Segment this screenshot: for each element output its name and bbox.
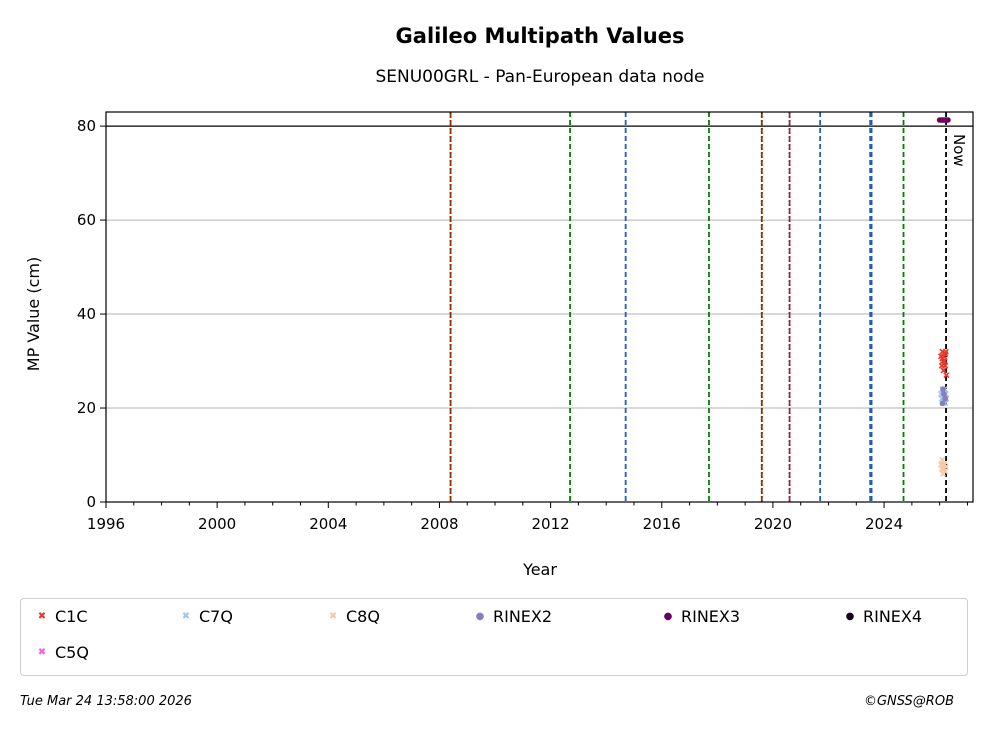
legend: ✖ C1C ✖ C7Q ✖ C8Q ● RINEX2 ● RINEX3 ● RINEX4 ✖ C5Q <box>20 598 968 676</box>
axes-frame <box>105 111 974 503</box>
x-tick-label: 2012 <box>532 515 570 533</box>
y-tick-label: 60 <box>77 211 96 229</box>
data-point-c8q <box>942 463 949 470</box>
x-tick-label: 2016 <box>643 515 681 533</box>
legend-item-c8q: ✖ C8Q <box>326 607 380 626</box>
y-tick-label: 20 <box>77 399 96 417</box>
legend-marker-icon: ● <box>663 610 673 622</box>
y-tick-label: 40 <box>77 305 96 323</box>
legend-label: C7Q <box>199 607 233 626</box>
data-point-c1c <box>940 367 947 374</box>
legend-marker-icon: ● <box>845 610 855 622</box>
legend-marker-icon: ● <box>475 610 485 622</box>
legend-marker-icon: ✖ <box>37 610 47 622</box>
x-tick-label: 2020 <box>754 515 792 533</box>
data-point-rinex2 <box>939 400 946 407</box>
legend-marker-icon: ✖ <box>181 610 191 622</box>
data-point-rinex2 <box>940 386 946 393</box>
x-tick-label: 1996 <box>87 515 125 533</box>
y-axis-label: MP Value (cm) <box>24 257 43 371</box>
data-point-c1c <box>943 372 950 379</box>
legend-label: RINEX3 <box>681 607 741 626</box>
x-tick-label: 2008 <box>420 515 458 533</box>
data-point-c1c <box>942 350 949 358</box>
legend-label: C8Q <box>346 607 380 626</box>
chart-title: Galileo Multipath Values <box>396 24 685 48</box>
data-point-c8q <box>942 468 949 475</box>
x-tick-label: 2024 <box>865 515 903 533</box>
legend-item-rinex2: ● RINEX2 <box>473 607 552 626</box>
x-tick-label: 2004 <box>309 515 347 533</box>
credit: ©GNSS@ROB <box>863 694 954 709</box>
legend-label: RINEX4 <box>863 607 923 626</box>
data-point-rinex3 <box>945 117 951 123</box>
y-tick-label: 80 <box>77 117 96 135</box>
x-axis-label: Year <box>522 560 557 579</box>
timestamp: Tue Mar 24 13:58:00 2026 <box>20 694 192 709</box>
legend-item-rinex3: ● RINEX3 <box>661 607 740 626</box>
data-point-c1c <box>939 355 946 362</box>
data-point-rinex2 <box>941 391 947 397</box>
data-point-c1c <box>942 362 949 369</box>
legend-label: C1C <box>55 607 88 626</box>
legend-marker-icon: ✖ <box>37 646 47 658</box>
legend-label: RINEX2 <box>493 607 553 626</box>
now-label: Now <box>950 134 968 167</box>
data-point-c8q <box>939 456 946 463</box>
legend-item-rinex4: ● RINEX4 <box>843 607 922 626</box>
legend-marker-icon: ✖ <box>328 610 338 622</box>
legend-item-c5q: ✖ C5Q <box>35 643 89 662</box>
plot-area: Now 1996 2000 2004 2008 2012 2016 2020 2024 0 20 40… <box>77 111 974 533</box>
legend-item-c7q: ✖ C7Q <box>179 607 233 626</box>
x-tick-label: 2000 <box>198 515 236 533</box>
data-point-rinex2 <box>942 395 949 402</box>
multipath-chart: Galileo Multipath Values SENU00GRL - Pan… <box>24 24 974 579</box>
y-tick-label: 0 <box>86 493 96 511</box>
legend-item-c1c: ✖ C1C <box>35 607 88 626</box>
chart-subtitle: SENU00GRL - Pan-European data node <box>375 67 704 87</box>
legend-label: C5Q <box>55 643 89 662</box>
